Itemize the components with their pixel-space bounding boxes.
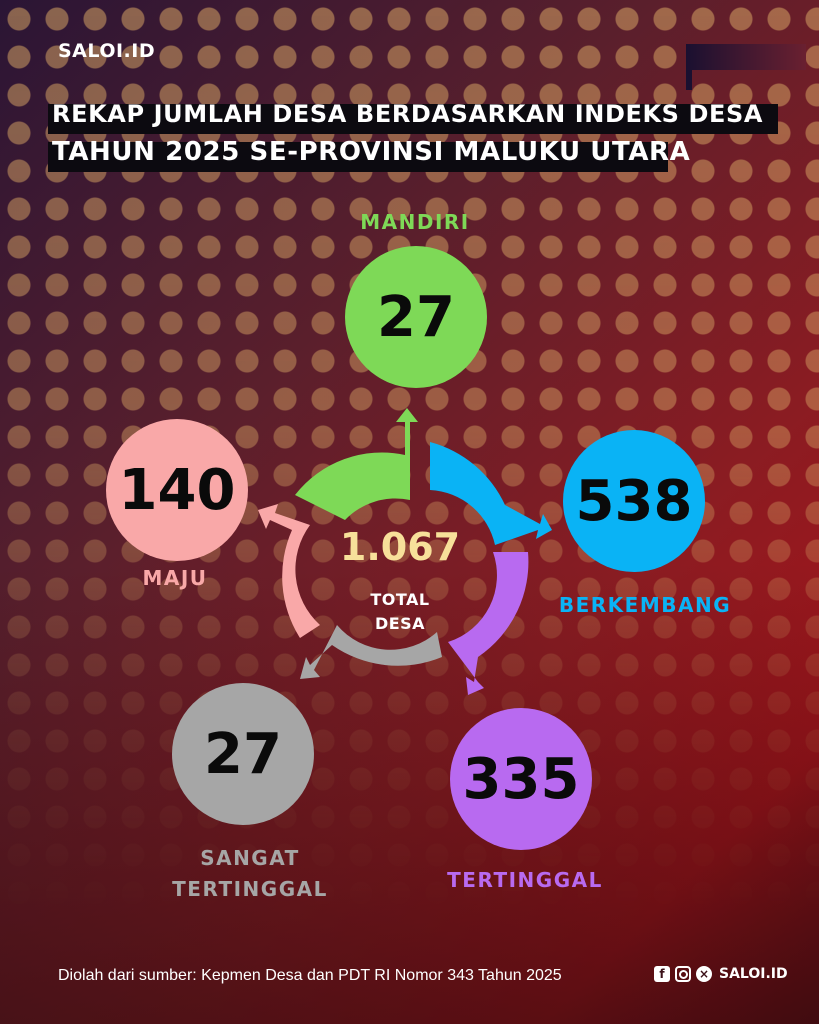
label-berkembang: BERKEMBANG bbox=[558, 593, 732, 617]
title-line-1: REKAP JUMLAH DESA BERDASARKAN INDEKS DES… bbox=[52, 100, 764, 128]
circle-sangat-tertinggal: 27 bbox=[172, 683, 314, 825]
green-arrow-segment bbox=[295, 408, 418, 520]
pink-arrow-segment bbox=[258, 504, 320, 638]
cycle-arrow-ring bbox=[258, 408, 552, 695]
total-label-line1: TOTAL bbox=[370, 590, 430, 609]
label-sangat-tertinggal-line1: SANGAT bbox=[200, 846, 300, 870]
value-mandiri: 27 bbox=[377, 284, 455, 350]
label-tertinggal: TERTINGGAL bbox=[447, 868, 603, 892]
total-value: 1.067 bbox=[339, 525, 461, 569]
circle-tertinggal: 335 bbox=[450, 708, 592, 850]
instagram-icon[interactable] bbox=[675, 966, 691, 982]
facebook-icon[interactable]: f bbox=[654, 966, 670, 982]
value-berkembang: 538 bbox=[575, 468, 693, 534]
corner-decoration bbox=[686, 44, 806, 70]
title-backdrop-1 bbox=[48, 104, 778, 134]
total-label: TOTAL DESA bbox=[340, 588, 460, 636]
value-maju: 140 bbox=[118, 457, 236, 523]
circle-mandiri: 27 bbox=[345, 246, 487, 388]
label-sangat-tertinggal: SANGAT TERTINGGAL bbox=[150, 843, 350, 905]
label-maju: MAJU bbox=[142, 566, 208, 590]
title-line-2: TAHUN 2025 SE-PROVINSI MALUKU UTARA bbox=[52, 137, 691, 167]
value-tertinggal: 335 bbox=[462, 746, 580, 812]
corner-decoration-tab bbox=[686, 70, 692, 90]
value-sangat-tertinggal: 27 bbox=[204, 721, 282, 787]
x-icon[interactable]: × bbox=[696, 966, 712, 982]
blue-arrow-segment bbox=[430, 442, 552, 545]
title-backdrop-2 bbox=[48, 142, 668, 172]
social-bar: f × SALOI.ID bbox=[654, 966, 788, 982]
circle-maju: 140 bbox=[106, 419, 248, 561]
purple-arrow-segment bbox=[448, 552, 529, 695]
grey-arrow-segment bbox=[300, 625, 442, 679]
label-sangat-tertinggal-line2: TERTINGGAL bbox=[172, 877, 328, 901]
label-mandiri: MANDIRI bbox=[360, 210, 470, 234]
social-handle: SALOI.ID bbox=[719, 966, 788, 982]
circle-berkembang: 538 bbox=[563, 430, 705, 572]
total-label-line2: DESA bbox=[374, 614, 426, 633]
source-note: Diolah dari sumber: Kepmen Desa dan PDT … bbox=[58, 967, 562, 984]
brand-logo: SALOI.ID bbox=[58, 40, 156, 62]
